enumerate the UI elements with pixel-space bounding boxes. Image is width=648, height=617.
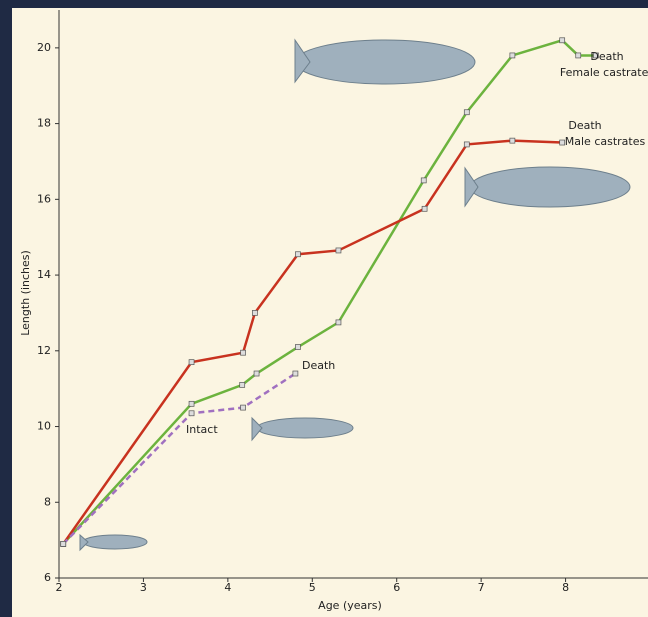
data-point (422, 206, 427, 211)
annotation: Death (302, 359, 335, 372)
x-tick-label: 7 (478, 581, 485, 594)
y-tick-label: 14 (37, 268, 51, 281)
data-point (336, 320, 341, 325)
data-point (560, 38, 565, 43)
data-point (464, 110, 469, 115)
data-point (510, 53, 515, 58)
data-point (295, 252, 300, 257)
data-point (252, 310, 257, 315)
data-point (510, 138, 515, 143)
annotation: Female castrates (560, 66, 648, 79)
x-tick-label: 2 (56, 581, 63, 594)
data-point (336, 248, 341, 253)
y-tick-label: 18 (37, 117, 51, 130)
chart: Age (years) Length (inches) 6 8 10 12 14 16 18… (0, 0, 648, 617)
data-point (421, 178, 426, 183)
x-axis-title: Age (years) (318, 599, 382, 612)
x-tick-label: 5 (309, 581, 316, 594)
x-tick-label: 8 (562, 581, 569, 594)
x-tick-label: 6 (393, 581, 400, 594)
data-point (241, 350, 246, 355)
data-point (295, 345, 300, 350)
data-point (189, 411, 194, 416)
data-point (464, 142, 469, 147)
data-point (254, 371, 259, 376)
plot-background (12, 8, 648, 617)
x-tick-label: 4 (224, 581, 231, 594)
y-tick-label: 12 (37, 344, 51, 357)
data-point (189, 401, 194, 406)
data-point (576, 53, 581, 58)
data-point (293, 371, 298, 376)
annotation: Intact (186, 423, 218, 436)
annotation: Death (568, 119, 601, 132)
data-point (240, 382, 245, 387)
y-tick-label: 6 (44, 571, 51, 584)
y-tick-label: 8 (44, 495, 51, 508)
annotation: Death (590, 50, 623, 63)
y-tick-label: 10 (37, 420, 51, 433)
annotation: Male castrates (565, 135, 646, 148)
x-tick-label: 3 (140, 581, 147, 594)
data-point (61, 541, 66, 546)
y-tick-label: 20 (37, 41, 51, 54)
data-point (241, 405, 246, 410)
y-axis-title: Length (inches) (19, 250, 32, 336)
data-point (189, 360, 194, 365)
y-tick-label: 16 (37, 192, 51, 205)
